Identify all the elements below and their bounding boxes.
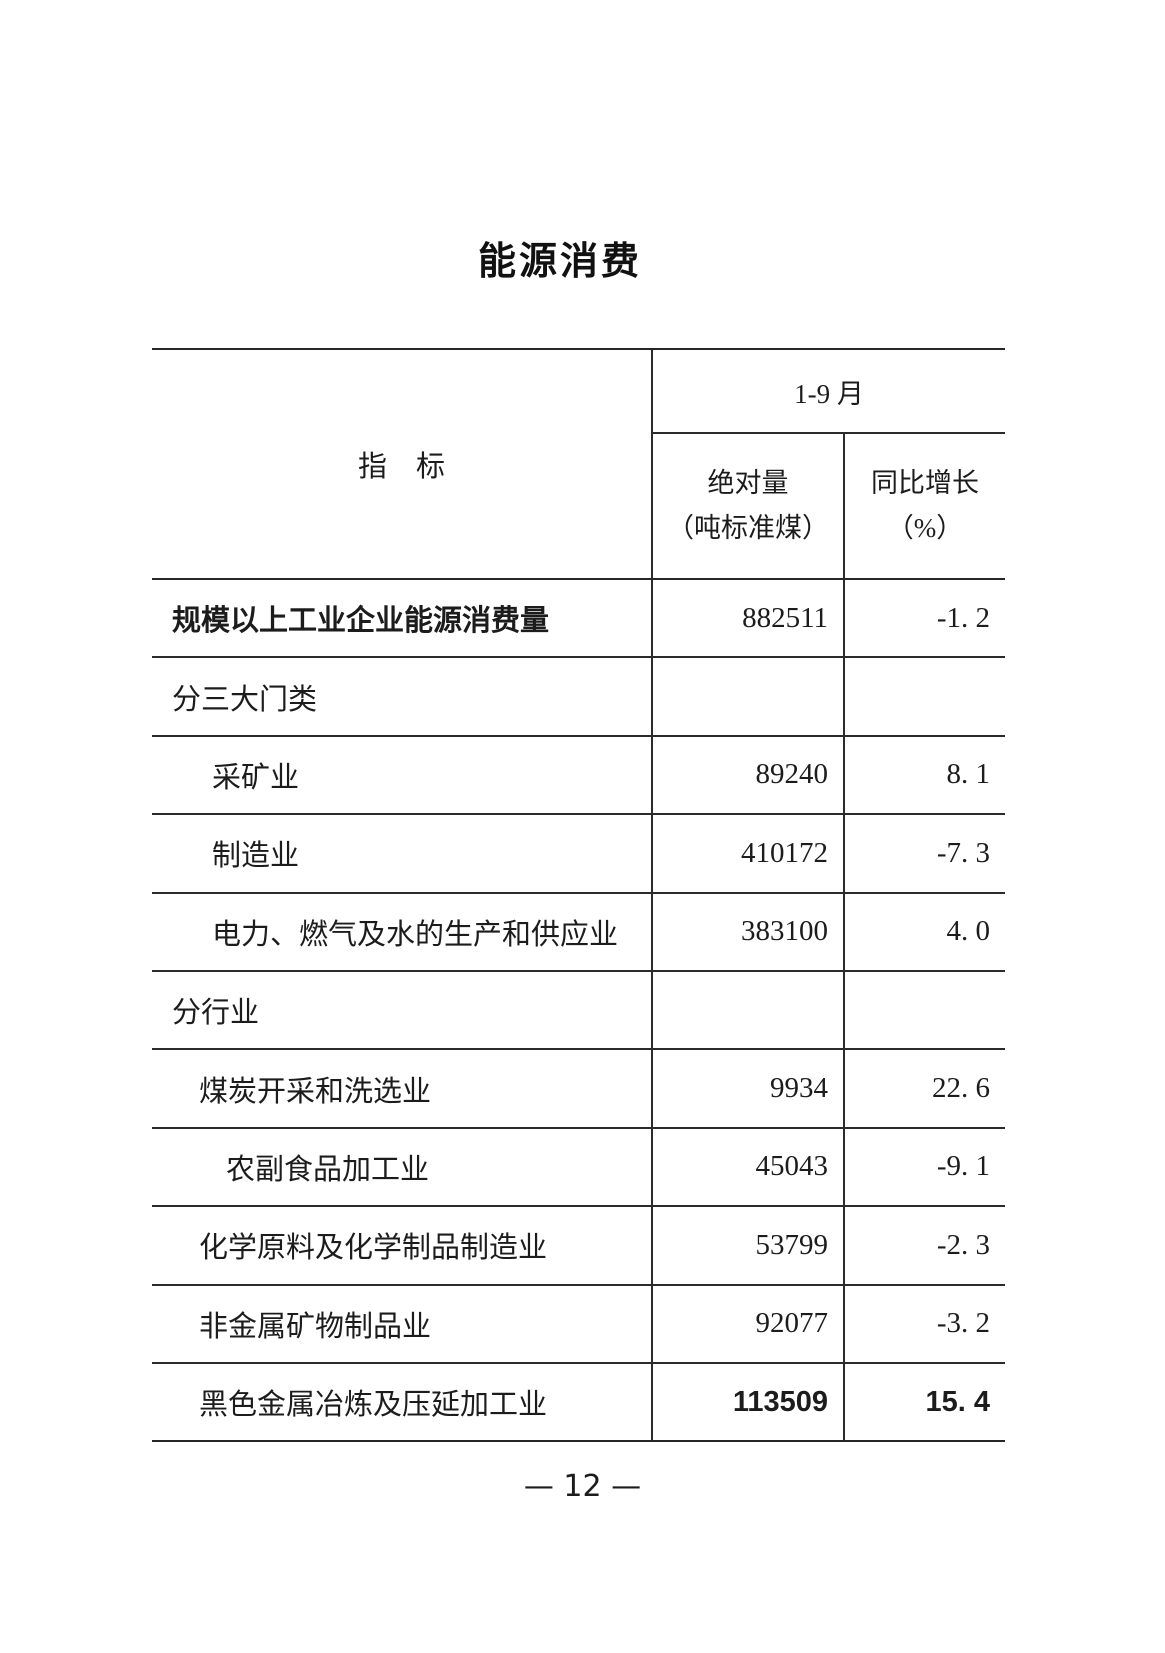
indicator-cell: 煤炭开采和洗选业 xyxy=(152,1050,653,1127)
growth-value-cell: -1. 2 xyxy=(936,601,990,634)
header-period-group: 1-9 月 绝对量 （吨标准煤） 同比增长 （%） xyxy=(653,350,1005,578)
growth-value-cell: 8. 1 xyxy=(946,758,991,791)
page-title: 能源消费 xyxy=(477,241,642,283)
absolute-value-cell xyxy=(653,971,845,1049)
header-subcolumns: 绝对量 （吨标准煤） 同比增长 （%） xyxy=(653,434,1005,578)
growth-value-cell: -7. 3 xyxy=(936,836,990,869)
growth-value-cell: -2. 3 xyxy=(936,1228,990,1261)
growth-value-cell: 4. 0 xyxy=(946,915,991,948)
absolute-value-cell: 53799 xyxy=(653,1207,845,1284)
table-row: 黑色金属冶炼及压延加工业 113509 15. 4 xyxy=(152,1363,1005,1443)
growth-value-cell: -9. 1 xyxy=(936,1150,990,1183)
table-row: 规模以上工业企业能源消费量 882511 -1. 2 xyxy=(152,580,1005,659)
indicator-cell: 分三大门类 xyxy=(152,658,653,735)
table-row: 分三大门类 xyxy=(152,658,1005,737)
absolute-value-cell xyxy=(653,658,845,735)
table-row: 制造业 410172 -7. 3 xyxy=(152,815,1005,894)
header-growth-line1: 同比增长 xyxy=(871,468,979,498)
page-number: — 12 — xyxy=(523,1469,642,1504)
header-period: 1-9 月 xyxy=(653,350,1005,434)
table-header: 指 标 1-9 月 绝对量 （吨标准煤） 同比增长 （%） xyxy=(152,350,1005,580)
table-row: 农副食品加工业 45043 -9. 1 xyxy=(152,1128,1005,1208)
table-row: 非金属矿物制品业 92077 -3. 2 xyxy=(152,1285,1005,1364)
absolute-value-cell: 9934 xyxy=(653,1050,845,1127)
header-growth-line2: （%） xyxy=(886,513,964,543)
header-absolute-line2: （吨标准煤） xyxy=(667,513,829,543)
table-body: 规模以上工业企业能源消费量 882511 -1. 2 分三大门类 采矿业 892… xyxy=(152,580,1005,1443)
indicator-cell: 电力、燃气及水的生产和供应业 xyxy=(152,893,653,970)
absolute-value-cell: 113509 xyxy=(653,1363,845,1441)
indicator-cell: 黑色金属冶炼及压延加工业 xyxy=(152,1363,653,1441)
header-indicator: 指 标 xyxy=(152,350,653,578)
growth-value-cell xyxy=(845,658,1005,734)
table-row: 电力、燃气及水的生产和供应业 383100 4. 0 xyxy=(152,893,1005,972)
table-row: 煤炭开采和洗选业 9934 22. 6 xyxy=(152,1050,1005,1129)
indicator-cell: 分行业 xyxy=(152,971,653,1049)
indicator-cell: 采矿业 xyxy=(152,736,653,814)
absolute-value-cell: 89240 xyxy=(653,736,845,814)
growth-value-cell: 22. 6 xyxy=(932,1072,990,1105)
absolute-value-cell: 383100 xyxy=(653,893,845,970)
absolute-value-cell: 882511 xyxy=(653,580,845,657)
indicator-cell: 农副食品加工业 xyxy=(152,1128,653,1206)
table-row: 采矿业 89240 8. 1 xyxy=(152,736,1005,816)
header-absolute-line1: 绝对量 xyxy=(707,468,789,498)
indicator-cell: 非金属矿物制品业 xyxy=(152,1285,653,1362)
table-row: 化学原料及化学制品制造业 53799 -2. 3 xyxy=(152,1207,1005,1286)
growth-value-cell: 15. 4 xyxy=(925,1385,991,1418)
growth-value-cell: -3. 2 xyxy=(936,1307,990,1340)
indicator-cell: 规模以上工业企业能源消费量 xyxy=(152,580,653,657)
indicator-cell: 化学原料及化学制品制造业 xyxy=(152,1207,653,1284)
indicator-cell: 制造业 xyxy=(152,815,653,892)
header-growth-column: 同比增长 （%） xyxy=(845,434,1005,578)
table-row: 分行业 xyxy=(152,971,1005,1051)
growth-value-cell xyxy=(845,972,1005,1048)
absolute-value-cell: 92077 xyxy=(653,1285,845,1362)
absolute-value-cell: 45043 xyxy=(653,1128,845,1206)
energy-consumption-table: 指 标 1-9 月 绝对量 （吨标准煤） 同比增长 （%） 规模以上工业企业能源… xyxy=(152,348,1005,1443)
header-absolute-column: 绝对量 （吨标准煤） xyxy=(653,434,845,578)
absolute-value-cell: 410172 xyxy=(653,815,845,892)
